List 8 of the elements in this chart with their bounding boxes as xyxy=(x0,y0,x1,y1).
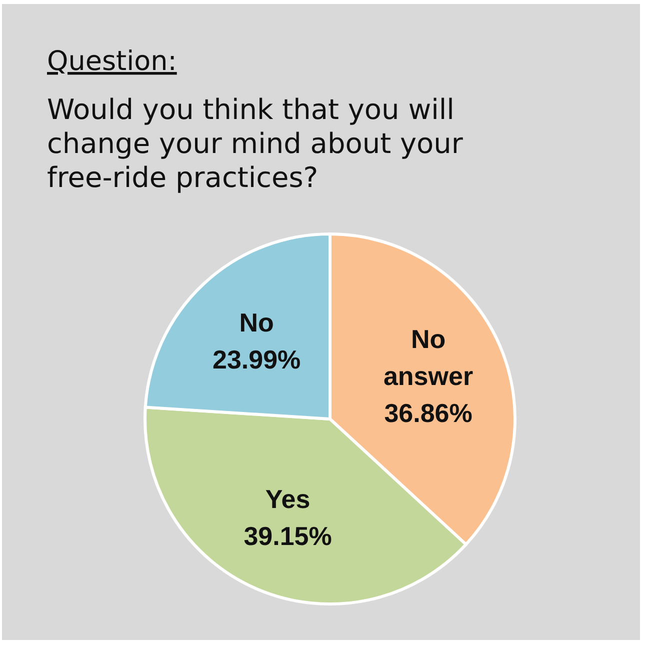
slice-label: No xyxy=(239,307,274,338)
data-label: 39.15% xyxy=(244,521,332,552)
slice-label: Yes xyxy=(265,484,310,514)
slice-label: No answer xyxy=(383,324,474,392)
chart-subtitle: Would you think that you will change your mind about your free-ride practices? xyxy=(47,93,464,194)
data-label: 23.99% xyxy=(212,344,301,374)
data-label: 36.86% xyxy=(384,398,472,428)
chart-title: Question: xyxy=(47,46,177,77)
